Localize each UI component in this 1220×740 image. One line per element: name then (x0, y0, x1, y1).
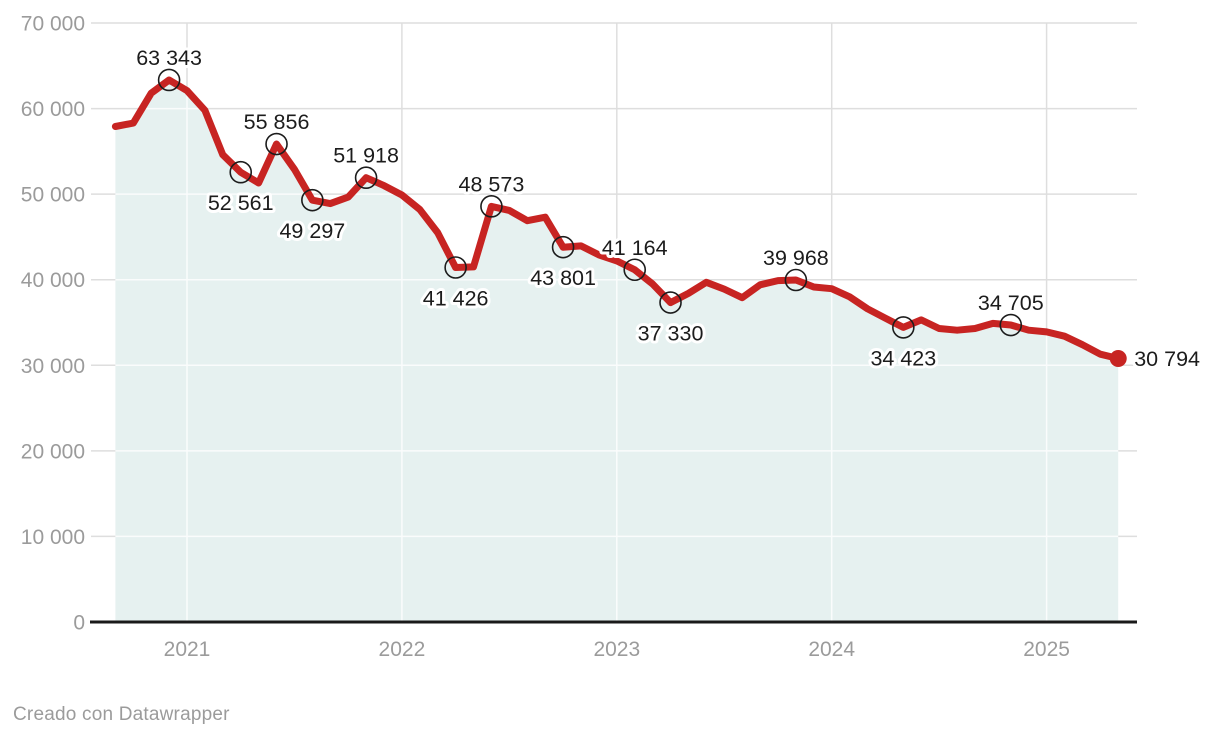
data-point-label: 30 794 (1134, 347, 1200, 371)
data-point-label: 34 423 (870, 346, 936, 370)
y-tick-label: 0 (73, 612, 85, 635)
attribution-text: Creado con Datawrapper (13, 704, 230, 725)
point-marker-circle (444, 256, 467, 279)
x-tick-label: 2024 (808, 638, 855, 661)
y-tick-label: 60 000 (21, 98, 85, 121)
data-point-label: 49 297 (279, 219, 345, 243)
point-marker-circle (157, 68, 181, 92)
point-marker-circle (999, 313, 1023, 337)
point-marker-circle (301, 188, 324, 212)
y-tick-label: 50 000 (21, 184, 85, 207)
y-tick-label: 30 000 (21, 355, 85, 378)
data-point-label: 51 918 (333, 144, 399, 168)
point-marker-circle (354, 166, 378, 190)
x-tick-label: 2022 (379, 638, 426, 661)
point-marker-circle (480, 195, 503, 218)
x-tick-label: 2023 (593, 638, 640, 661)
data-point-label: 41 164 (602, 236, 668, 260)
y-tick-label: 20 000 (21, 440, 85, 463)
line-chart-svg: 63 343 52 561 55 856 49 297 51 918 41 426 48 5… (20, 12, 1201, 661)
data-point-label: 37 330 (638, 322, 704, 346)
data-point-label: 34 705 (978, 291, 1044, 315)
point-marker-circle (784, 268, 808, 292)
point-marker-circle (623, 258, 647, 282)
datawrapper-area-chart: 63 343 52 561 55 856 49 297 51 918 41 426 48 5… (20, 12, 1201, 661)
data-point-label: 43 801 (530, 266, 596, 290)
point-marker-circle (892, 316, 915, 339)
point-marker-circle (659, 291, 682, 314)
x-tick-label: 2025 (1023, 638, 1070, 661)
x-tick-label: 2021 (164, 638, 211, 661)
point-marker-circle (265, 132, 288, 156)
data-point-label: 63 343 (136, 46, 202, 70)
data-point-label: 52 561 (208, 191, 274, 215)
data-point-label: 39 968 (763, 246, 829, 270)
data-point-label: 41 426 (423, 287, 489, 311)
data-point-label: 48 573 (459, 172, 525, 196)
point-marker-circle (229, 160, 253, 184)
y-tick-label: 40 000 (21, 269, 85, 292)
end-point-dot (1109, 349, 1127, 367)
point-marker-circle (551, 235, 575, 259)
y-tick-label: 10 000 (21, 526, 85, 549)
y-tick-label: 70 000 (21, 13, 85, 36)
data-point-label: 55 856 (244, 110, 310, 134)
